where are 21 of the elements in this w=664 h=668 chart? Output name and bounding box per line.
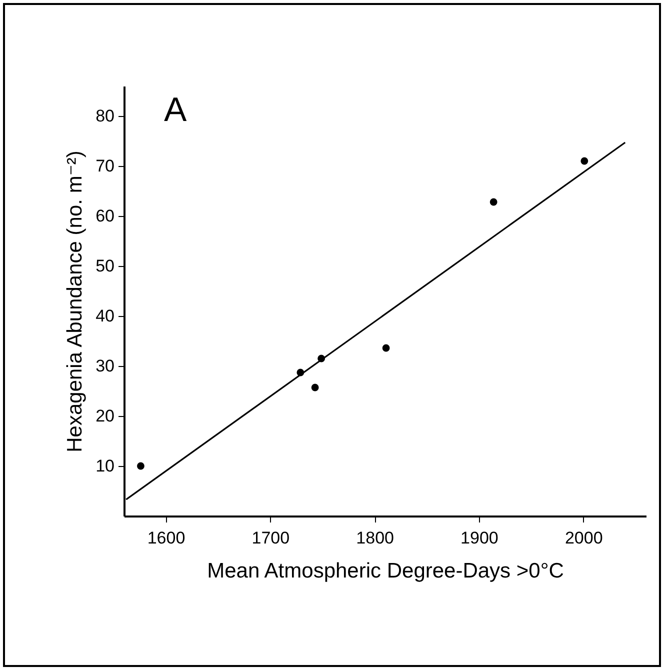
x-tick-label: 1900 [460, 528, 498, 548]
y-tick-label: 20 [96, 406, 114, 426]
annotation: A [164, 91, 187, 129]
y-tick-label: 40 [96, 306, 114, 326]
y-tick-label: 30 [96, 356, 114, 376]
x-axis-title: Mean Atmospheric Degree-Days >0°C [207, 560, 564, 582]
x-tick-label: 1600 [147, 528, 186, 548]
y-axis-title: Hexagenia Abundance (no. m⁻²) [64, 150, 87, 452]
point [136, 462, 144, 470]
point [311, 384, 319, 392]
point [580, 157, 588, 165]
y-tick-label: 60 [96, 206, 114, 226]
y-tick-label: 50 [96, 256, 114, 276]
y-tick-label: 70 [96, 156, 114, 176]
x-tick-label: 2000 [564, 528, 603, 548]
y-tick-label: 80 [96, 106, 114, 126]
x-tick-label: 1700 [252, 528, 290, 548]
x-tick-label: 1800 [356, 528, 394, 548]
point [490, 198, 498, 206]
y-tick-label: 10 [96, 456, 114, 476]
point [382, 344, 390, 352]
